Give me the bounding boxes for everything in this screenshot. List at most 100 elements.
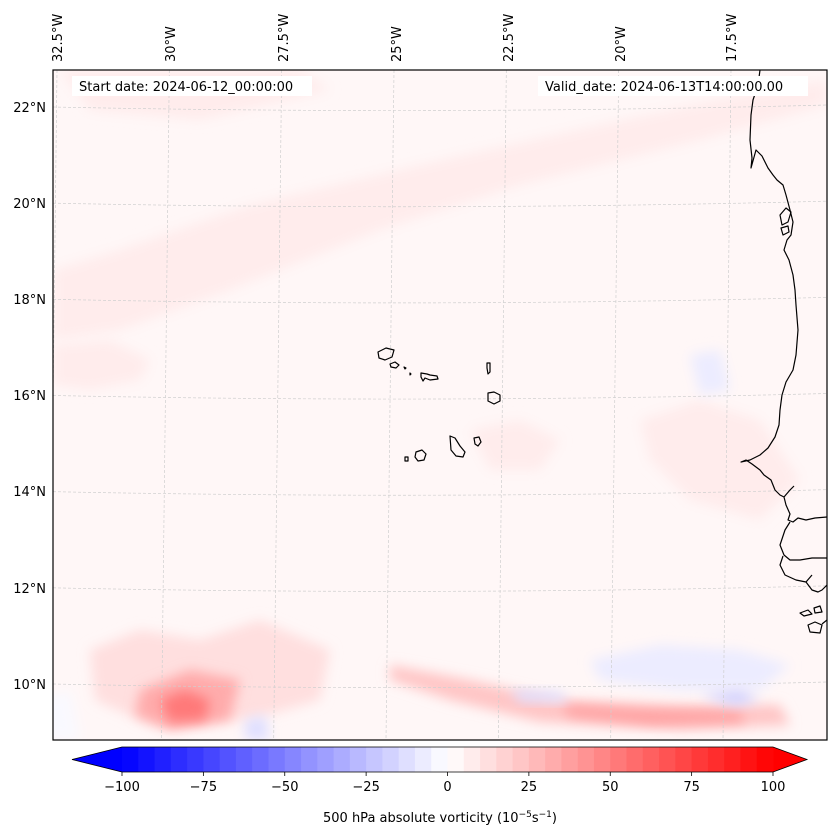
colorbar-segment: [740, 747, 758, 772]
colorbar-extend-min: [72, 747, 122, 772]
colorbar-segment: [545, 747, 562, 772]
colorbar: −100 −75 −50 −25 0 25 50 75 100: [71, 746, 809, 795]
colorbar-segment: [642, 747, 660, 772]
latitude-tick-label: 10°N: [13, 678, 46, 693]
coastlines: [377, 70, 827, 634]
latitude-tick-label: 16°N: [13, 389, 46, 404]
colorbar-segment: [447, 747, 465, 772]
gridlines: [53, 70, 827, 740]
valid-date-label: Valid_date: 2024-06-13T14:00:00.00: [545, 80, 783, 95]
colorbar-segment: [756, 747, 774, 772]
colorbar-segment: [284, 747, 302, 772]
africa-coastline: [740, 70, 799, 498]
colorbar-segment: [317, 747, 335, 772]
colorbar-segment: [528, 747, 546, 772]
longitude-tick-labels: 32.5°W 30°W 27.5°W 25°W 22.5°W 20°W 17.5°W: [51, 14, 740, 62]
negative-patch-west: [53, 690, 80, 740]
cape-verde-island-outline: [487, 391, 501, 405]
parallel-line: [53, 489, 827, 496]
map-frame: [52, 69, 828, 741]
meridian-line: [497, 70, 507, 740]
colorbar-segment: [187, 747, 204, 772]
colorbar-segment: [349, 747, 367, 772]
meridian-line: [160, 70, 170, 740]
meridian-line: [722, 70, 732, 740]
latitude-tick-labels: 22°N 20°N 18°N 16°N 14°N 12°N 10°N: [13, 101, 46, 693]
cape-verde-island-outline: [473, 436, 482, 447]
colorbar-label: 500 hPa absolute vorticity (10−5s−1): [323, 810, 557, 826]
positive-band-northwest: [53, 80, 827, 340]
start-date-box: [72, 76, 312, 96]
colorbar-segment: [268, 747, 286, 772]
positive-patch-east: [640, 400, 800, 520]
colorbar-segment: [414, 747, 432, 772]
west-africa-coastline-south: [779, 485, 827, 634]
colorbar-segment: [610, 747, 628, 772]
colorbar-segment: [154, 747, 172, 772]
colorbar-segment: [577, 747, 595, 772]
meridian-line: [385, 70, 395, 740]
colorbar-segment: [431, 747, 448, 772]
meridian-line: [610, 70, 620, 740]
negative-band-south: [590, 645, 790, 690]
colorbar-segment: [170, 747, 188, 772]
parallel-line: [53, 585, 827, 592]
latitude-tick-label: 14°N: [13, 485, 46, 500]
vorticity-max-southwest: [160, 690, 210, 722]
cape-verde-island-outline: [377, 347, 395, 361]
parallel-line: [53, 104, 827, 111]
colorbar-segment: [138, 747, 156, 772]
negative-patch-south: [510, 690, 570, 702]
positive-patch-central: [470, 420, 560, 470]
colorbar-tick-label: −50: [271, 780, 298, 795]
latitude-tick-label: 20°N: [13, 197, 46, 212]
map-panel: Start date: 2024-06-12_00:00:00 Valid_da…: [52, 69, 828, 741]
cape-verde-island-outline: [389, 361, 400, 369]
colorbar-segment: [463, 747, 481, 772]
colorbar-tick-label: 0: [443, 780, 451, 795]
cape-verde-island-outline: [486, 362, 491, 375]
colorbar-segment: [593, 747, 611, 772]
cape-verde-island-outline: [404, 456, 409, 462]
colorbar-segment: [675, 747, 693, 772]
cape-verde-island-outline: [414, 449, 427, 462]
colorbar-segment: [512, 747, 530, 772]
colorbar-tick-label: −100: [104, 780, 140, 795]
colorbar-segment: [626, 747, 644, 772]
valid-date-box: [538, 76, 808, 96]
colorbar-segment: [301, 747, 318, 772]
parallel-line: [53, 393, 827, 400]
colorbar-segment: [659, 747, 676, 772]
colorbar-segment: [398, 747, 416, 772]
longitude-tick-label: 27.5°W: [277, 14, 292, 62]
colorbar-tick-label: −75: [190, 780, 217, 795]
parallel-line: [53, 296, 827, 304]
cape-verde-island-outline: [409, 372, 412, 376]
colorbar-segment: [333, 747, 351, 772]
negative-patch-east: [690, 350, 730, 395]
cape-verde-island-outline: [420, 372, 439, 382]
colorbar-extend-max: [773, 747, 807, 772]
parallel-line: [53, 200, 827, 208]
longitude-tick-label: 32.5°W: [51, 14, 66, 62]
negative-core-south: [700, 690, 760, 706]
colorbar-tick-label: 50: [602, 780, 619, 795]
latitude-tick-label: 22°N: [13, 101, 46, 116]
latitude-tick-label: 18°N: [13, 293, 46, 308]
longitude-tick-label: 17.5°W: [725, 14, 740, 62]
colorbar-segment: [691, 747, 709, 772]
colorbar-tick-label: 25: [521, 780, 538, 795]
cape-verde-island-outline: [449, 435, 466, 458]
colorbar-tick-label: −25: [352, 780, 379, 795]
colorbar-segment: [707, 747, 725, 772]
cape-verde-island-outline: [403, 366, 407, 370]
colorbar-segment: [724, 747, 741, 772]
start-date-label: Start date: 2024-06-12_00:00:00: [79, 80, 293, 95]
colorbar-segment: [561, 747, 579, 772]
colorbar-segment: [203, 747, 221, 772]
negative-patch-southwest: [245, 715, 270, 740]
colorbar-segment: [382, 747, 400, 772]
meridian-line: [273, 70, 283, 740]
meridian-line: [53, 70, 58, 435]
